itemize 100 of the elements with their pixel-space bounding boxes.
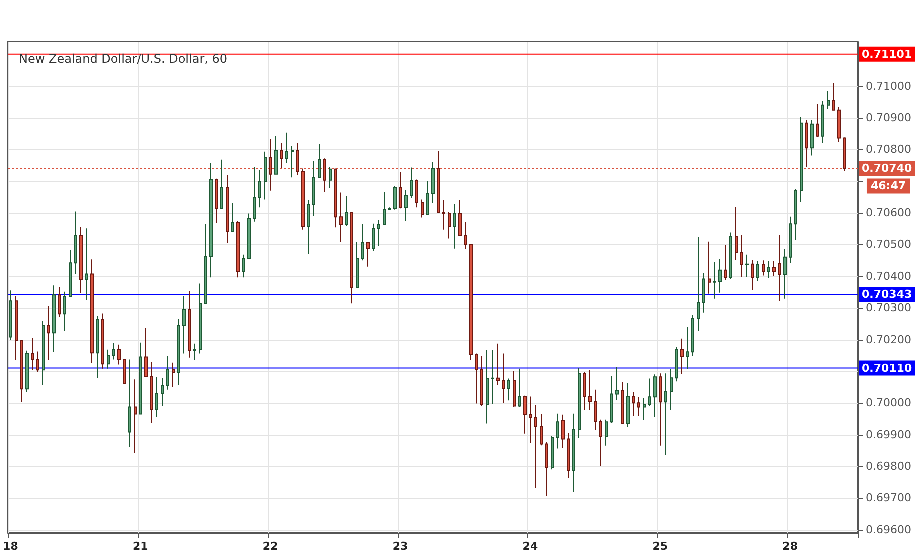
candlestick: [188, 290, 191, 358]
candlestick: [74, 211, 77, 275]
candlestick: [139, 342, 142, 415]
candlestick: [588, 370, 592, 411]
y-tick-label: 0.70000: [866, 396, 912, 410]
candlestick: [837, 106, 841, 143]
candlestick: [410, 167, 413, 199]
y-tick-label: 0.69700: [866, 492, 912, 505]
candlestick: [388, 207, 391, 212]
candlestick: [161, 378, 164, 406]
candlestick: [399, 172, 402, 210]
candlestick: [821, 100, 824, 144]
candlestick: [123, 360, 126, 384]
ref-line-label: 0.70343: [862, 288, 912, 301]
candlestick: [794, 188, 797, 240]
candlestick: [772, 261, 776, 277]
candlestick: [670, 368, 673, 411]
candlestick: [594, 389, 597, 431]
candlestick: [718, 258, 722, 294]
y-tick-label: 0.69600: [866, 523, 912, 536]
y-tick-label: 0.70900: [866, 112, 912, 125]
candlestick: [193, 343, 196, 361]
candlestick: [96, 316, 99, 379]
candlestick: [675, 346, 678, 382]
candlestick: [9, 290, 12, 341]
candlestick: [583, 372, 586, 411]
candlestick: [789, 216, 792, 264]
candlestick: [800, 116, 803, 202]
candlestick: [101, 313, 104, 370]
candlestick: [117, 344, 121, 366]
candlestick: [605, 419, 608, 446]
y-tick-label: 0.70300: [866, 302, 912, 315]
candlestick: [458, 200, 462, 236]
candlestick: [247, 213, 251, 260]
candlestick: [523, 395, 527, 434]
candlestick: [264, 151, 267, 200]
candlestick: [79, 226, 83, 294]
candlestick: [502, 353, 505, 404]
candlestick: [52, 285, 56, 353]
candlestick: [783, 248, 787, 300]
candlestick: [664, 373, 667, 456]
candlestick: [810, 120, 814, 156]
candlestick: [350, 212, 353, 304]
candlestick: [128, 359, 131, 448]
x-tick-label: 25: [652, 540, 668, 553]
candlestick: [529, 396, 532, 444]
candlestick: [832, 82, 835, 111]
candlestick: [816, 104, 819, 138]
candlestick: [442, 200, 445, 230]
candlestick: [253, 166, 256, 222]
x-tick-label: 18: [3, 540, 18, 553]
candlestick: [599, 419, 602, 467]
candlestick: [518, 368, 521, 408]
candlestick: [561, 414, 565, 449]
candlestick: [572, 413, 575, 493]
candlestick: [209, 162, 213, 278]
candlestick: [112, 342, 115, 360]
candlestick: [356, 242, 359, 288]
candlestick: [31, 338, 34, 371]
ref-line-label: 0.70110: [862, 362, 912, 375]
x-tick-label: 23: [392, 540, 408, 553]
candlestick: [312, 160, 315, 217]
candlestick: [58, 287, 61, 318]
candlestick: [643, 398, 646, 422]
y-tick-label: 0.71000: [866, 80, 912, 93]
candlestick: [756, 261, 759, 282]
candlestick: [448, 212, 451, 240]
candlestick: [204, 224, 207, 305]
candlestick: [507, 378, 510, 402]
candlestick: [69, 250, 72, 298]
ref-line-label: 0.71101: [862, 48, 912, 61]
ref-line-label: 0.70740: [862, 162, 912, 176]
candlestick: [220, 159, 223, 210]
candlestick: [702, 272, 705, 314]
candlestick: [480, 356, 483, 406]
candlestick: [372, 223, 375, 252]
x-tick-label: 24: [522, 540, 538, 553]
candlestick: [90, 259, 94, 364]
candlestick: [491, 350, 494, 405]
candlestick: [578, 367, 581, 438]
candlestick: [63, 291, 66, 332]
candlestick: [610, 376, 613, 424]
candlestick: [805, 120, 808, 168]
candlestick: [177, 318, 180, 386]
candlestick: [740, 234, 743, 278]
candlestick: [637, 396, 640, 417]
candlestick: [475, 353, 478, 404]
candlestick: [745, 254, 749, 278]
y-tick-label: 0.70600: [866, 206, 912, 220]
candlestick: [215, 178, 218, 224]
candlestick: [767, 261, 770, 278]
candlestick: [144, 328, 148, 378]
candlestick: [713, 262, 716, 300]
candlestick: [453, 204, 456, 250]
candlestick: [361, 224, 364, 262]
y-tick-label: 0.70200: [866, 333, 912, 346]
candlestick: [155, 376, 158, 418]
candlestick: [751, 259, 754, 291]
candlestick: [36, 351, 39, 373]
y-tick-label: 0.70500: [866, 238, 912, 252]
